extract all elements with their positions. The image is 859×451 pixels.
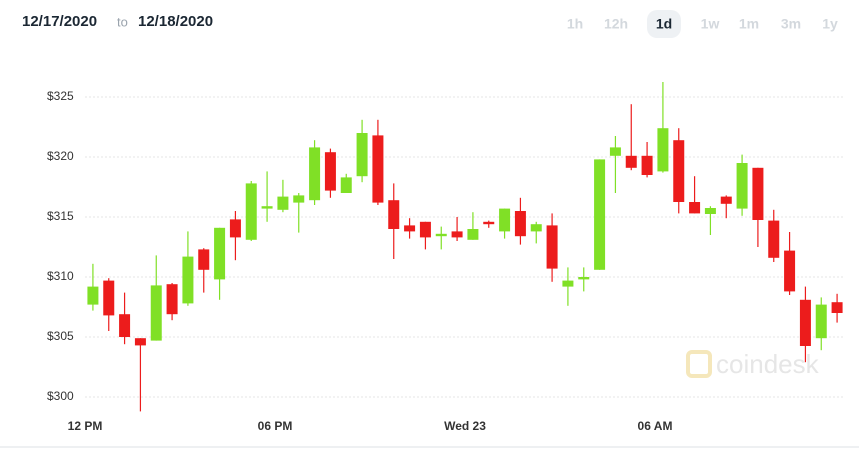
candle-body (483, 221, 495, 225)
candle-body (435, 233, 447, 237)
plot: $300 $305 $310 $315 $320 $325 12 PM 06 PM Wed 23… (47, 82, 845, 433)
candle-body (166, 284, 178, 315)
y-tick-label: $320 (47, 149, 74, 163)
candle-body (562, 280, 574, 287)
candle-body (736, 163, 748, 209)
candle-body (768, 220, 780, 258)
candle-body (530, 224, 542, 232)
y-tick-label: $300 (47, 389, 74, 403)
candle-body (277, 196, 289, 210)
date-from: 12/17/2020 (22, 13, 97, 30)
candle-body (578, 277, 590, 280)
candle-body (103, 280, 115, 316)
range-button[interactable]: 1m (739, 16, 759, 32)
y-tick-label: $325 (47, 89, 74, 103)
y-tick-label: $310 (47, 269, 74, 283)
candle-body (625, 155, 637, 168)
x-tick-label: Wed 23 (444, 419, 486, 433)
candle-body (419, 221, 431, 238)
range-button[interactable]: 12h (604, 16, 628, 32)
candle-body (594, 159, 606, 270)
candle-body (229, 219, 241, 238)
candle-body (214, 227, 226, 280)
candle-body (388, 200, 400, 229)
candle-body (245, 183, 257, 240)
candle-body (451, 231, 463, 238)
candle-body (324, 152, 336, 191)
range-button[interactable]: 1d (656, 16, 672, 32)
candle-body (752, 167, 764, 220)
candle-body (198, 249, 210, 270)
x-tick-label: 06 AM (638, 419, 673, 433)
candle-body (784, 250, 796, 292)
candle-body (720, 196, 732, 204)
candle-body (657, 128, 669, 172)
candle-body (356, 133, 368, 177)
y-tick-label: $305 (47, 329, 74, 343)
x-tick-label: 12 PM (68, 419, 103, 433)
candle-body (150, 285, 162, 341)
range-button[interactable]: 1h (567, 16, 583, 32)
candle-body (467, 229, 479, 240)
y-tick-label: $315 (47, 209, 74, 223)
range-button[interactable]: 3m (781, 16, 801, 32)
candle-body (119, 314, 131, 337)
watermark-logo (686, 350, 712, 378)
candle-body (87, 286, 99, 305)
candle-body (831, 302, 843, 313)
candle-body (815, 304, 827, 339)
watermark: coindesk (716, 349, 820, 379)
date-joiner: to (117, 14, 128, 29)
candle-body (182, 256, 194, 304)
candle-body (293, 195, 305, 203)
candle-body (704, 208, 716, 214)
candle-body (689, 202, 701, 214)
candle-body (499, 208, 511, 232)
candle-body (309, 147, 321, 201)
candle-body (673, 140, 685, 202)
range-button[interactable]: 1w (701, 16, 720, 32)
range-highlight (647, 10, 681, 38)
x-tick-label: 06 PM (258, 419, 293, 433)
candle-body (514, 211, 526, 237)
candle-body (404, 225, 416, 232)
candle-body (261, 206, 273, 209)
candle-body (340, 177, 352, 193)
range-selector: 1h 12h 1d 1w 1m 3m 1y (567, 10, 838, 38)
candle-body (546, 225, 558, 269)
candle-body (799, 299, 811, 346)
candle-body (609, 147, 621, 156)
date-to: 12/18/2020 (138, 13, 213, 30)
candle-body (372, 135, 384, 203)
candle-body (641, 155, 653, 175)
range-button[interactable]: 1y (822, 16, 838, 32)
candle-body (134, 338, 146, 346)
